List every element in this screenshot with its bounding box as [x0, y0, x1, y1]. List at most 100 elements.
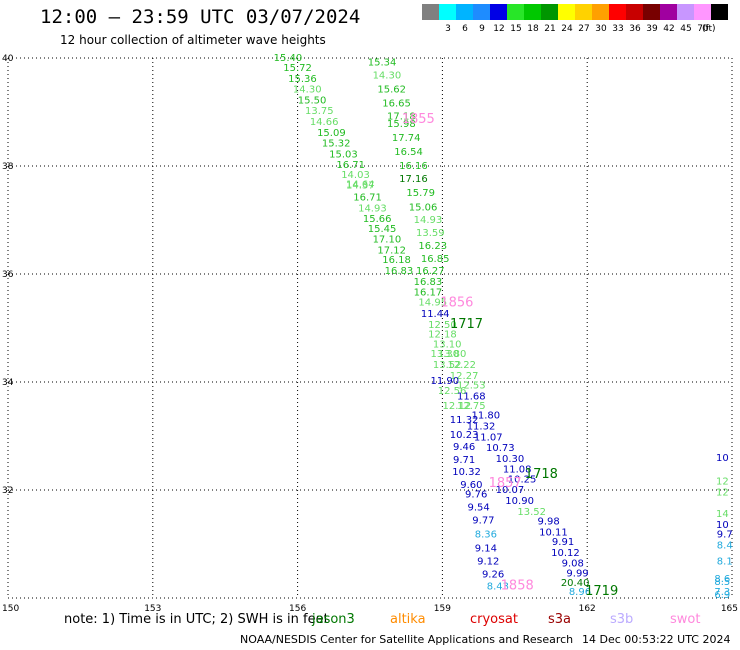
- legend-swatch: [677, 4, 694, 20]
- satellite-legend-swot: swot: [670, 612, 701, 627]
- wave-height-value: 15.62: [377, 85, 406, 96]
- footer-note: note: 1) Time is in UTC; 2) SWH is in fe…: [64, 612, 329, 627]
- legend-swatch: [694, 4, 711, 20]
- y-tick-label: 32: [2, 486, 13, 496]
- wave-height-value: 14.95: [418, 297, 447, 308]
- legend-label: 12: [493, 24, 505, 34]
- wave-height-value: 11.80: [472, 411, 501, 422]
- y-tick-label: 36: [2, 270, 14, 280]
- wave-height-value: 9.08: [562, 559, 584, 570]
- wave-height-value: 7.3: [714, 587, 730, 598]
- wave-height-value: 16.71: [336, 160, 365, 171]
- wave-height-value: 15.40: [274, 53, 303, 64]
- wave-height-value: 14.93: [414, 215, 443, 226]
- wave-height-value: 11.32: [467, 422, 496, 433]
- wave-height-value: 16.18: [382, 255, 411, 266]
- wave-height-value: 17.12: [377, 245, 406, 256]
- wave-height-value: 14.30: [293, 85, 322, 96]
- wave-height-value: 15.98: [387, 119, 416, 130]
- x-tick-labels: 150 153 156 159 162 165: [2, 604, 738, 614]
- pass-number: 1719: [585, 584, 618, 599]
- wave-height-value: 12.53: [457, 380, 486, 391]
- wave-height-value: 10.32: [452, 467, 481, 478]
- wave-height-value: 9.54: [467, 503, 489, 514]
- wave-height-value: 12.50: [428, 320, 457, 331]
- wave-height-value: 9.12: [477, 557, 499, 568]
- legend-swatch: [558, 4, 575, 20]
- legend-swatch: [541, 4, 558, 20]
- wave-height-value: 12.12: [443, 401, 472, 412]
- wave-height-value: 13.75: [305, 106, 334, 117]
- y-tick-label: 40: [2, 54, 14, 64]
- legend-label: 33: [612, 24, 624, 34]
- y-tick-labels: 32 34 36 38 40: [2, 54, 14, 496]
- wave-height-observations: 15.4015.7215.3614.3015.5013.7514.6615.09…: [274, 53, 733, 601]
- legend-swatch: [711, 4, 728, 20]
- wave-height-value: 17.16: [399, 174, 428, 185]
- legend-swatch: [473, 4, 490, 20]
- wave-height-value: 11.68: [457, 391, 486, 402]
- legend-swatch: [490, 4, 507, 20]
- wave-height-value: 8.36: [475, 530, 497, 541]
- wave-height-value: 13.30: [430, 349, 459, 360]
- wave-height-value: 9.60: [460, 480, 482, 491]
- wave-height-value: 9.76: [465, 490, 487, 501]
- y-tick-label: 34: [2, 378, 14, 388]
- legend-swatch: [422, 4, 439, 20]
- wave-height-value: 11.44: [421, 309, 450, 320]
- wave-height-value: 15.09: [317, 128, 346, 139]
- legend-label: 45: [680, 24, 692, 34]
- wave-height-value: 14.66: [310, 117, 339, 128]
- wave-height-value: 14.64: [346, 180, 375, 191]
- wave-height-value: 13.10: [433, 339, 462, 350]
- wave-height-value: 15.72: [283, 63, 312, 74]
- legend-label: 36: [629, 24, 641, 34]
- wave-height-value: 15.45: [368, 224, 397, 235]
- x-tick-label: 156: [289, 604, 306, 614]
- legend-label: 42: [663, 24, 675, 34]
- wave-height-value: 15.06: [409, 202, 438, 213]
- x-tick-label: 165: [721, 604, 738, 614]
- wave-height-value: 8.96: [569, 587, 591, 598]
- wave-height-value: 12.75: [457, 401, 486, 412]
- legend-label: 3: [445, 24, 451, 34]
- wave-height-value: 16.85: [421, 254, 450, 265]
- wave-height-value: 9.26: [482, 569, 504, 580]
- wave-height-value: 11.08: [503, 465, 532, 476]
- wave-height-value: 15.34: [368, 58, 397, 69]
- legend-swatch: [507, 4, 524, 20]
- wave-height-value: 17.18: [387, 112, 416, 123]
- legend-swatch: [626, 4, 643, 20]
- wave-height-value: 9.46: [453, 442, 475, 453]
- wave-height-value: 12: [716, 487, 729, 498]
- wave-height-value: 9.98: [537, 517, 559, 528]
- legend-label: 9: [479, 24, 485, 34]
- wave-height-value: 11.07: [474, 432, 503, 443]
- map-title: 12:00 – 23:59 UTC 03/07/2024: [40, 6, 361, 28]
- wave-height-value: 16.23: [418, 241, 447, 252]
- wave-height-value: 16.27: [416, 266, 445, 277]
- legend-swatch: [592, 4, 609, 20]
- wave-height-value: 10.25: [508, 474, 537, 485]
- wave-height-value: 16.71: [353, 193, 382, 204]
- pass-number: 1856: [440, 295, 473, 310]
- wave-height-value: 16.65: [382, 99, 411, 110]
- wave-height-value: 20.40: [561, 578, 590, 589]
- wave-height-value: 13.59: [416, 228, 445, 239]
- pass-number: 1718: [525, 467, 558, 482]
- legend-label: 6: [462, 24, 468, 34]
- wave-height-value: 9.77: [472, 515, 494, 526]
- wave-height-value: 10: [716, 453, 729, 464]
- legend-label: 39: [646, 24, 658, 34]
- wave-height-value: 6.9: [714, 590, 730, 601]
- pass-number: 1858: [501, 578, 534, 593]
- wave-height-value: 10.07: [496, 485, 525, 496]
- generated-timestamp: 14 Dec 00:53:22 UTC 2024: [582, 633, 731, 646]
- wave-height-value: 10: [716, 520, 729, 531]
- wave-height-value: 12: [716, 477, 729, 488]
- wave-height-value: 16.83: [385, 266, 414, 277]
- legend-label: 15: [510, 24, 522, 34]
- wave-height-value: 16.54: [394, 147, 423, 158]
- wave-height-value: 8.5: [714, 577, 730, 588]
